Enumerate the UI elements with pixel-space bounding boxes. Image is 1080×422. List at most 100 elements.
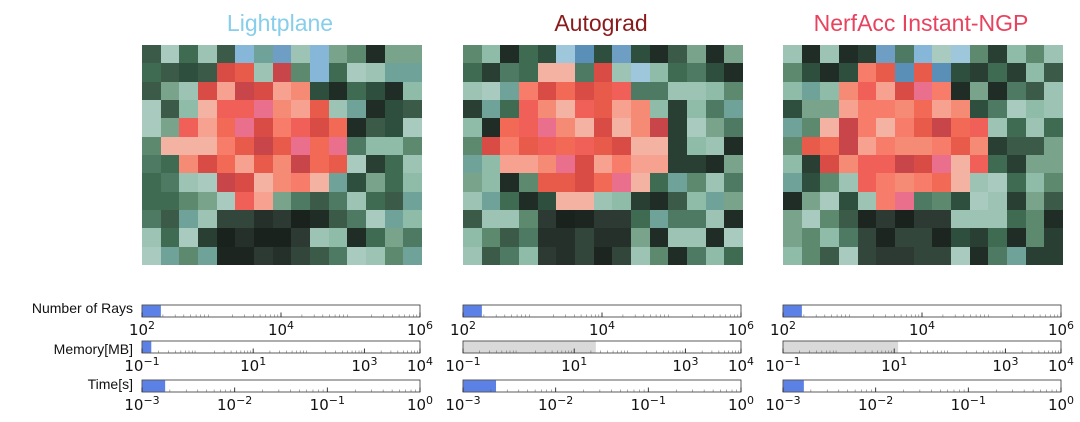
pixel-cell <box>500 63 519 82</box>
tick-label: 10−2 <box>858 394 893 414</box>
pixel-cell <box>500 228 519 247</box>
pixel-cell <box>481 228 501 247</box>
pixel-cell <box>801 100 821 119</box>
pixel-cell <box>1006 136 1026 155</box>
pixel-cell <box>328 191 348 210</box>
pixel-cell <box>932 63 951 82</box>
pixel-cell <box>1006 191 1026 210</box>
pixel-cell <box>649 63 669 82</box>
pixel-cell <box>932 100 951 119</box>
pixel-cell <box>328 45 348 64</box>
pixel-cell <box>820 100 839 119</box>
pixel-cell <box>463 228 482 247</box>
pixel-cell <box>463 155 482 174</box>
pixel-cell <box>481 100 501 119</box>
pixel-cell <box>612 155 631 174</box>
pixel-cell <box>1025 45 1045 64</box>
pixel-cell <box>1044 100 1063 119</box>
pixel-cell <box>235 191 254 210</box>
pixel-cell <box>574 118 594 137</box>
pixel-cell <box>913 81 933 100</box>
pixel-cell <box>838 228 858 247</box>
tick-label: 10−2 <box>217 394 252 414</box>
pixel-cell <box>291 173 310 192</box>
pixel-cell <box>537 191 557 210</box>
pixel-cell <box>160 45 180 64</box>
pixel-cell <box>365 136 385 155</box>
pixel-cell <box>179 173 198 192</box>
bar-axes: 102 104 106 10−1 101 103 104 10−3 10−2 10−1 100 <box>765 304 1074 414</box>
pixel-cell <box>649 100 669 119</box>
pixel-cell <box>328 173 348 192</box>
pixel-cell <box>988 155 1007 174</box>
pixel-cell <box>950 246 970 265</box>
pixel-cell <box>783 100 802 119</box>
pixel-cell <box>950 136 970 155</box>
pixel-cell <box>705 63 725 82</box>
pixel-cell <box>705 191 725 210</box>
pixel-cell <box>142 136 161 155</box>
pixel-cell <box>988 246 1007 265</box>
pixel-cell <box>272 228 292 247</box>
pixel-cell <box>1025 191 1045 210</box>
pixel-cell <box>649 191 669 210</box>
pixel-cell <box>500 136 519 155</box>
pixel-cell <box>894 136 914 155</box>
pixel-cell <box>876 191 895 210</box>
pixel-cell <box>160 81 180 100</box>
pixel-cell <box>1025 210 1045 229</box>
pixel-cell <box>537 210 557 229</box>
pixel-cell <box>216 191 236 210</box>
pixel-cell <box>347 173 366 192</box>
pixel-cell <box>272 118 292 137</box>
pixel-cell <box>328 210 348 229</box>
pixel-cell <box>686 191 706 210</box>
pixel-cell <box>253 191 273 210</box>
pixel-cell <box>820 45 839 64</box>
pixel-cell <box>724 63 743 82</box>
pixel-cell <box>365 173 385 192</box>
bar-frame <box>782 379 1062 393</box>
tick-label: 104 <box>589 319 615 339</box>
pixel-cell <box>969 155 989 174</box>
pixel-cell <box>179 45 198 64</box>
pixel-cell <box>403 136 422 155</box>
pixel-cell <box>630 191 650 210</box>
tick-label: 106 <box>728 319 754 339</box>
pixel-cell <box>783 45 802 64</box>
pixel-cell <box>801 155 821 174</box>
pixel-cell <box>142 118 161 137</box>
pixel-cell <box>913 246 933 265</box>
pixel-cell <box>347 63 366 82</box>
pixel-cell <box>988 63 1007 82</box>
pixel-cell <box>801 191 821 210</box>
pixel-cell <box>649 173 669 192</box>
pixel-cell <box>160 100 180 119</box>
pixel-cell <box>668 173 687 192</box>
pixel-cell <box>1025 81 1045 100</box>
pixel-cell <box>950 155 970 174</box>
pixel-cell <box>705 173 725 192</box>
pixel-cell <box>630 210 650 229</box>
pixel-cell <box>179 210 198 229</box>
pixel-cell <box>500 210 519 229</box>
pixel-cell <box>593 136 613 155</box>
pixel-cell <box>235 81 254 100</box>
pixel-cell <box>235 173 254 192</box>
pixel-cell <box>537 118 557 137</box>
pixel-cell <box>724 45 743 64</box>
pixel-cell <box>820 136 839 155</box>
pixel-cell <box>969 81 989 100</box>
pixel-cell <box>894 191 914 210</box>
pixel-cell <box>384 118 404 137</box>
pixel-cell <box>291 100 310 119</box>
pixel-cell <box>1044 45 1063 64</box>
tick-label: 10−1 <box>631 394 666 414</box>
pixel-cell <box>481 173 501 192</box>
pixel-cell <box>857 136 877 155</box>
panel-title: Lightplane <box>226 10 334 36</box>
pixel-cell <box>686 63 706 82</box>
pixel-cell <box>932 210 951 229</box>
pixel-cell <box>950 63 970 82</box>
pixel-cell <box>142 246 161 265</box>
